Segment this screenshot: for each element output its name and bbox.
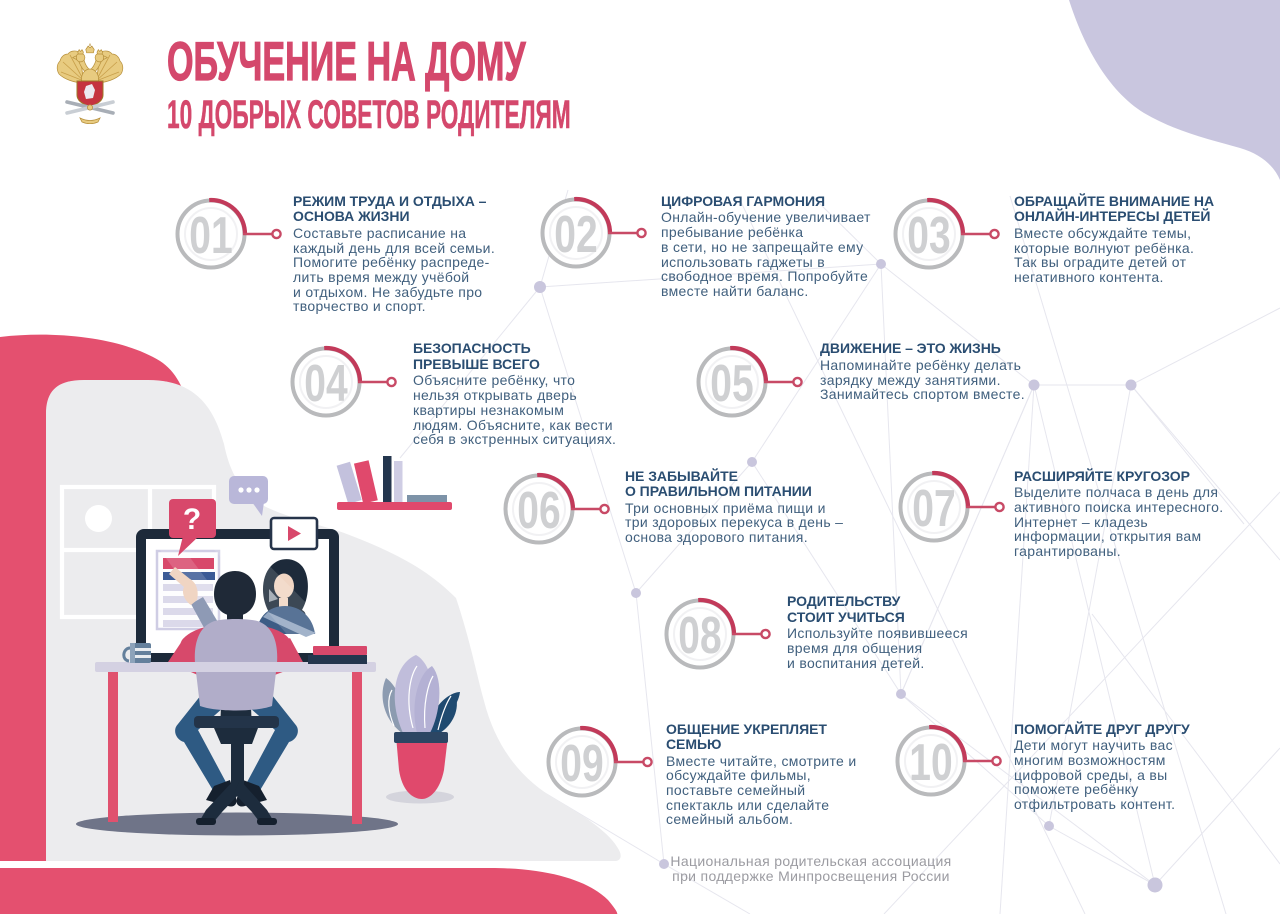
svg-text:01: 01 [189,205,232,264]
svg-text:03: 03 [907,205,950,264]
svg-text:07: 07 [912,478,955,537]
svg-text:02: 02 [554,204,597,263]
svg-text:05: 05 [710,353,753,412]
svg-text:06: 06 [517,480,560,539]
svg-text:04: 04 [304,353,348,412]
svg-text:09: 09 [560,733,603,792]
svg-text:?: ? [183,503,201,536]
svg-text:08: 08 [678,605,721,664]
svg-text:10: 10 [909,732,952,791]
